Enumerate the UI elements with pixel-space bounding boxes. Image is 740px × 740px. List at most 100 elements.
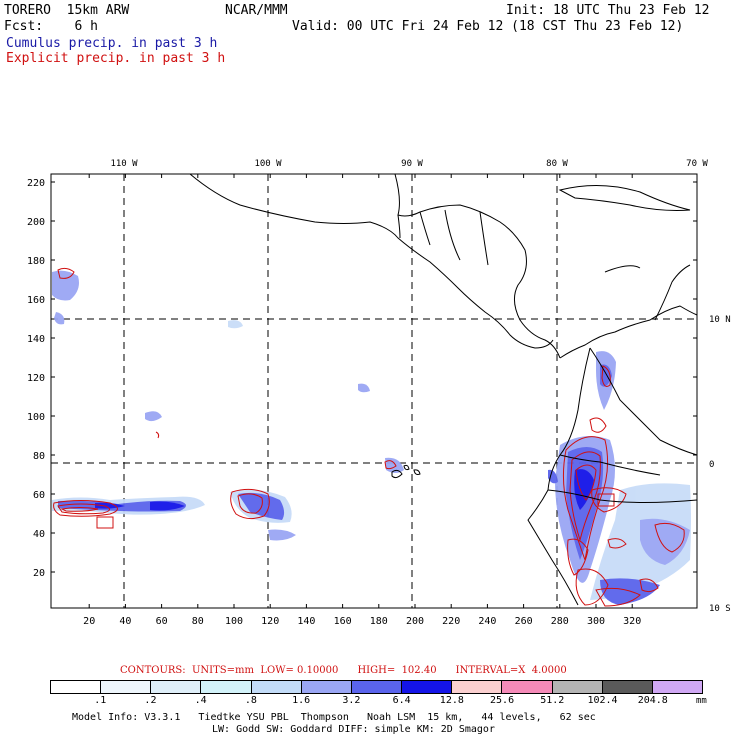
precip-area: [600, 578, 660, 605]
longitude-labels: 110 W 100 W 90 W 80 W 70 W: [110, 159, 708, 169]
precip-contour: [654, 522, 685, 553]
precip-contour: [60, 507, 99, 512]
x-tick-label: 280: [551, 616, 569, 627]
precip-contour: [591, 487, 627, 513]
longitude-label: 100 W: [254, 159, 282, 169]
model-info: Model Info: V3.3.1 Tiedtke YSU PBL Thomp…: [72, 712, 596, 723]
precip-contour: [53, 500, 118, 517]
x-tick-label: 240: [478, 616, 496, 627]
x-axis: 20 40 60 80 100 120 140 160 180 200 220 240 260 280 30…: [83, 174, 641, 627]
y-tick-label: 100: [27, 412, 45, 423]
colorbar-swatch: [402, 681, 453, 693]
latitude-label: 10 S: [709, 604, 731, 614]
colorbar-swatch: [502, 681, 553, 693]
coastline-cuba: [558, 185, 691, 211]
y-tick-label: 40: [33, 529, 45, 540]
x-tick-label: 300: [587, 616, 605, 627]
precip-contour: [595, 587, 641, 607]
x-tick-label: 100: [225, 616, 243, 627]
precip-contour: [237, 493, 263, 514]
colorbar-label: .2: [144, 695, 157, 706]
colorbar-label: 6.4: [392, 695, 411, 706]
precip-contour: [601, 365, 611, 387]
longitude-label: 110 W: [110, 159, 138, 169]
x-tick-label: 60: [156, 616, 168, 627]
precip-area: [150, 501, 185, 511]
precip-contour: [57, 267, 75, 279]
x-tick-label: 220: [442, 616, 460, 627]
x-tick-label: 120: [261, 616, 279, 627]
colorbar-swatch: [201, 681, 252, 693]
x-tick-label: 160: [334, 616, 352, 627]
x-tick-label: 320: [623, 616, 641, 627]
colorbar-label: .1: [94, 695, 107, 706]
precip-area: [574, 469, 594, 510]
precip-area: [385, 457, 404, 473]
physics-info: LW: Godd SW: Goddard DIFF: simple KM: 2D…: [212, 724, 495, 735]
colorbar-label: 51.2: [540, 695, 565, 706]
y-tick-label: 180: [27, 256, 45, 267]
precip-contour: [589, 417, 607, 433]
border: [547, 347, 698, 503]
x-tick-label: 80: [192, 616, 204, 627]
coastline-lesser-antilles: [654, 264, 691, 321]
explicit-legend: Explicit precip. in past 3 h: [6, 51, 226, 66]
colorbar-label: 12.8: [439, 695, 464, 706]
model-title: TORERO 15km ARW: [4, 3, 130, 18]
precip-contour: [575, 464, 597, 501]
x-tick-label: 260: [515, 616, 533, 627]
precip-map: 20 40 60 80 100 120 140 160 180 200 220 240 260 280 30…: [27, 159, 731, 627]
coastlines: [189, 173, 698, 606]
colorbar-labels: .1 .2 .4 .8 1.6 3.2 6.4 12.8 25.6 51.2 102.4 204.8: [50, 695, 703, 707]
colorbar-label: 3.2: [342, 695, 361, 706]
precip-contour: [639, 578, 659, 593]
colorbar-label: 25.6: [490, 695, 515, 706]
latitude-label: 0: [709, 460, 714, 470]
precip-contour: [562, 436, 609, 561]
precip-area: [54, 312, 65, 325]
colorbar-swatch: [351, 681, 403, 693]
latitude-labels: 10 N 0 10 S: [709, 315, 731, 614]
x-tick-label: 180: [370, 616, 388, 627]
colorbar-swatch: [552, 681, 603, 693]
y-tick-label: 80: [33, 451, 45, 462]
coastline-south-america: [559, 305, 698, 359]
center-label: NCAR/MMM: [225, 3, 288, 18]
y-tick-label: 60: [33, 490, 45, 501]
colorbar-swatch: [452, 681, 503, 693]
y-tick-label: 140: [27, 334, 45, 345]
coastline-galapagos: [403, 464, 410, 471]
colorbar-swatch: [602, 681, 653, 693]
precip-contour: [57, 503, 110, 515]
precip-contour: [567, 538, 589, 576]
graticule: [51, 174, 697, 608]
x-tick-label: 200: [406, 616, 424, 627]
colorbar-label: 204.8: [637, 695, 668, 706]
precip-contour: [96, 516, 114, 529]
precip-contour: [597, 493, 615, 507]
coastline-galapagos: [391, 469, 403, 479]
y-tick-label: 20: [33, 568, 45, 579]
coastline-north-america: [189, 173, 554, 349]
colorbar-unit: mm: [696, 696, 707, 706]
colorbar-swatch: [151, 681, 202, 693]
precip-contour: [230, 488, 270, 520]
colorbar-label: .8: [244, 695, 257, 706]
forecast-hour: Fcst: 6 h: [4, 19, 98, 34]
precip-area: [52, 270, 79, 301]
colorbar-swatch: [251, 681, 302, 693]
colorbar-label: 1.6: [292, 695, 311, 706]
precip-area: [228, 320, 243, 329]
colorbar-swatch: [51, 681, 102, 693]
longitude-label: 70 W: [686, 159, 708, 169]
precip-area: [548, 469, 558, 484]
longitude-label: 90 W: [401, 159, 423, 169]
precip-area: [145, 411, 162, 422]
precip-contour: [607, 538, 627, 549]
border: [397, 209, 489, 266]
x-tick-label: 40: [119, 616, 131, 627]
colorbar-swatch: [101, 681, 152, 693]
precip-contour: [155, 431, 160, 439]
y-tick-label: 160: [27, 295, 45, 306]
coastline-island: [604, 265, 641, 273]
